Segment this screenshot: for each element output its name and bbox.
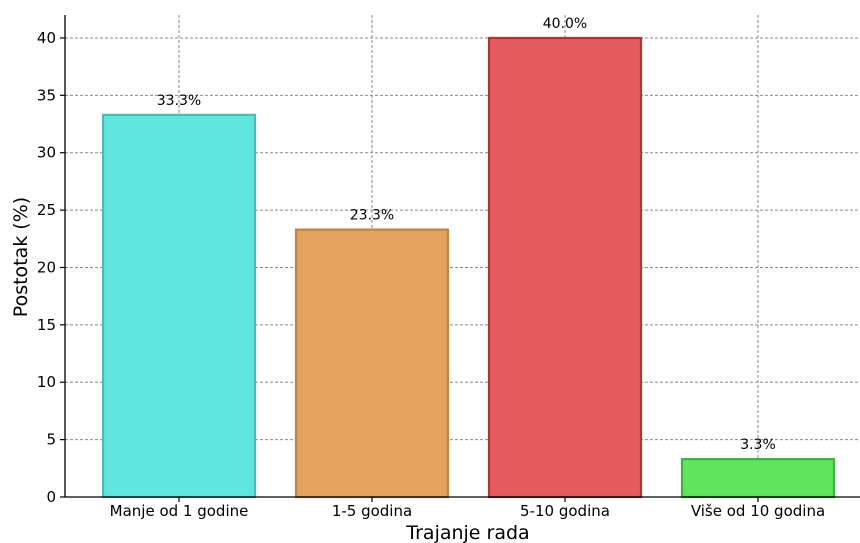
data-label: 40.0% <box>543 16 587 32</box>
data-label: 3.3% <box>740 437 776 453</box>
bars-layer <box>101 36 836 499</box>
y-tick-label: 0 <box>46 488 56 506</box>
bar <box>680 458 836 499</box>
x-tick-label: Manje od 1 godine <box>110 502 249 520</box>
y-axis-label: Postotak (%) <box>10 197 32 317</box>
y-tick-label: 25 <box>37 201 56 219</box>
x-tick-label: 5-10 godina <box>520 502 610 520</box>
y-tick-label: 10 <box>37 373 56 391</box>
y-tick-label: 5 <box>46 431 56 449</box>
axes-layer <box>60 15 860 502</box>
data-label: 33.3% <box>157 93 201 109</box>
y-tick-label: 15 <box>37 316 56 334</box>
x-tick-label: Više od 10 godina <box>691 502 825 520</box>
data-label: 23.3% <box>350 208 394 224</box>
bar <box>101 113 257 499</box>
bar <box>294 228 450 499</box>
x-axis-label: Trajanje rada <box>405 522 529 543</box>
y-tick-label: 40 <box>37 29 56 47</box>
y-tick-label: 35 <box>37 86 56 104</box>
labels-layer: 0 5 10 15 20 25 30 35 40 33.3% Manje od 1 godine 23… <box>37 16 825 520</box>
y-tick-label: 30 <box>37 144 56 162</box>
bar <box>487 36 643 499</box>
y-tick-label: 20 <box>37 258 56 276</box>
x-tick-label: 1-5 godina <box>332 502 412 520</box>
